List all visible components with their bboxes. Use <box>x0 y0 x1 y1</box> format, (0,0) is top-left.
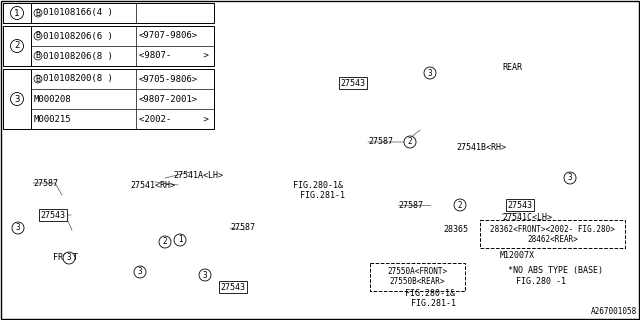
Text: B: B <box>35 75 40 84</box>
Circle shape <box>10 39 24 52</box>
Text: 2: 2 <box>14 42 20 51</box>
Circle shape <box>199 269 211 281</box>
Text: B: B <box>35 52 40 60</box>
Text: 28365: 28365 <box>443 226 468 235</box>
Text: FRONT: FRONT <box>52 253 77 262</box>
Bar <box>370 263 465 291</box>
Text: FIG.280 -1: FIG.280 -1 <box>516 277 566 286</box>
Text: 3: 3 <box>67 253 71 262</box>
Bar <box>3 3 31 23</box>
Text: 2: 2 <box>458 201 462 210</box>
Text: 27587: 27587 <box>33 179 58 188</box>
Text: 27541A<LH>: 27541A<LH> <box>173 171 223 180</box>
Circle shape <box>404 136 416 148</box>
Bar <box>3 26 31 66</box>
Circle shape <box>34 32 42 40</box>
Text: 27543: 27543 <box>340 78 365 87</box>
Text: 3: 3 <box>138 268 142 276</box>
Text: 3: 3 <box>428 68 432 77</box>
Text: <2002-      >: <2002- > <box>139 115 209 124</box>
Text: 010108206(6 ): 010108206(6 ) <box>43 31 113 41</box>
Text: <9807-      >: <9807- > <box>139 52 209 60</box>
Text: M12007X: M12007X <box>500 251 535 260</box>
Text: 1: 1 <box>14 9 20 18</box>
Circle shape <box>424 67 436 79</box>
Circle shape <box>134 266 146 278</box>
Text: 27587: 27587 <box>398 201 423 210</box>
Text: 2: 2 <box>163 237 167 246</box>
Text: 3: 3 <box>203 270 207 279</box>
Text: 27541B<RH>: 27541B<RH> <box>456 143 506 153</box>
Text: 1: 1 <box>178 236 182 244</box>
Text: 27587: 27587 <box>368 138 393 147</box>
Text: 27587: 27587 <box>230 223 255 233</box>
Text: A267001058: A267001058 <box>591 307 637 316</box>
Text: 3: 3 <box>14 94 20 103</box>
Bar <box>480 220 625 248</box>
Text: 2: 2 <box>408 138 412 147</box>
Circle shape <box>174 234 186 246</box>
Circle shape <box>454 199 466 211</box>
Text: 27541C<LH>: 27541C<LH> <box>502 213 552 222</box>
Circle shape <box>34 75 42 83</box>
Text: FIG.281-1: FIG.281-1 <box>300 191 345 201</box>
Circle shape <box>159 236 171 248</box>
Text: 3: 3 <box>568 173 572 182</box>
Text: 3: 3 <box>16 223 20 233</box>
Circle shape <box>34 52 42 60</box>
Text: 27541<RH>: 27541<RH> <box>130 180 175 189</box>
Circle shape <box>10 92 24 106</box>
Text: 010108206(8 ): 010108206(8 ) <box>43 52 113 60</box>
Text: 010108166(4 ): 010108166(4 ) <box>43 9 113 18</box>
Text: FIG.281-1: FIG.281-1 <box>411 300 456 308</box>
Circle shape <box>12 222 24 234</box>
Bar <box>3 69 31 129</box>
Text: 27543: 27543 <box>508 201 532 210</box>
Text: 010108200(8 ): 010108200(8 ) <box>43 75 113 84</box>
Circle shape <box>10 6 24 20</box>
Text: *NO ABS TYPE (BASE): *NO ABS TYPE (BASE) <box>508 267 603 276</box>
Circle shape <box>63 252 75 264</box>
Text: B: B <box>35 31 40 41</box>
Text: 27543: 27543 <box>40 211 65 220</box>
Bar <box>3 3 214 23</box>
Text: 27550A<FRONT>: 27550A<FRONT> <box>387 268 447 276</box>
Circle shape <box>34 9 42 17</box>
Circle shape <box>564 172 576 184</box>
Text: 28362<FRONT><2002- FIG.280>: 28362<FRONT><2002- FIG.280> <box>490 226 615 235</box>
Text: <9707-9806>: <9707-9806> <box>139 31 198 41</box>
Text: REAR: REAR <box>502 63 522 73</box>
Text: FIG.280-1&: FIG.280-1& <box>405 289 455 298</box>
Text: 27543: 27543 <box>221 283 246 292</box>
Bar <box>3 26 214 66</box>
Text: B: B <box>35 9 40 18</box>
Text: FIG.280-1&: FIG.280-1& <box>293 180 343 189</box>
Text: 27550B<REAR>: 27550B<REAR> <box>390 277 445 286</box>
Text: <9807-2001>: <9807-2001> <box>139 94 198 103</box>
Text: M000208: M000208 <box>34 94 72 103</box>
Bar <box>3 69 214 129</box>
Text: 28462<REAR>: 28462<REAR> <box>527 236 578 244</box>
Text: <9705-9806>: <9705-9806> <box>139 75 198 84</box>
Text: M000215: M000215 <box>34 115 72 124</box>
